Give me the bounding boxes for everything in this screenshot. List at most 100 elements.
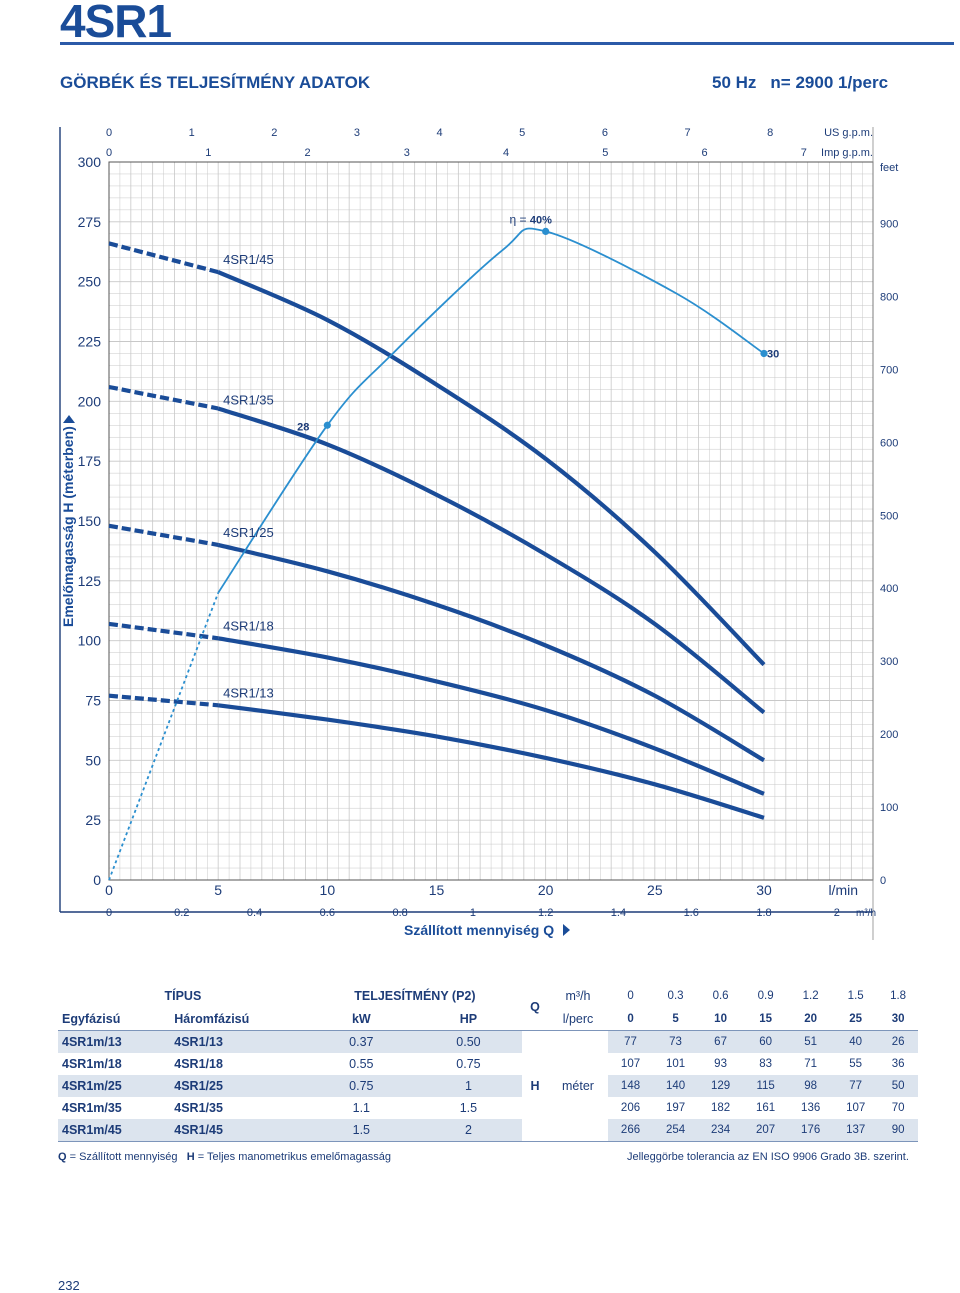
col-header-power: TELJESÍTMÉNY (P2) bbox=[354, 988, 476, 1003]
curve-label-4SR1/18: 4SR1/18 bbox=[223, 618, 274, 633]
head-value: 206 bbox=[620, 1102, 641, 1114]
power-kw: 0.75 bbox=[307, 1075, 415, 1097]
curve-dashed-4SR1/45 bbox=[108, 241, 219, 275]
h-label: H bbox=[522, 1030, 548, 1142]
head-value: 176 bbox=[788, 1119, 834, 1142]
head-value: 50 bbox=[878, 1075, 918, 1097]
us-gpm-tick-label: 1 bbox=[189, 127, 195, 139]
head-value: 148 bbox=[608, 1075, 654, 1097]
m3h-tick-label: 1.8 bbox=[756, 907, 771, 919]
head-value: 90 bbox=[878, 1119, 918, 1142]
q-lperc-6: 30 bbox=[878, 1007, 918, 1031]
imp-gpm-tick-label: 4 bbox=[503, 147, 509, 159]
legend-h-key: H bbox=[186, 1151, 195, 1163]
meter-unit: méter bbox=[548, 1030, 608, 1142]
q-m3h-3: 0.9 bbox=[757, 989, 774, 1002]
feet-tick-label: 300 bbox=[880, 656, 898, 668]
head-value: 107 bbox=[846, 1102, 866, 1114]
q-label: Q bbox=[530, 1000, 540, 1014]
feet-tick-label: 400 bbox=[880, 583, 898, 595]
efficiency-marker-label: 28 bbox=[297, 421, 309, 433]
head-value: 83 bbox=[759, 1058, 772, 1070]
y-tick-label: 300 bbox=[78, 154, 102, 170]
chart-labels: 4SR1/45 4SR1/35 4SR1/25 4SR1/18 4SR1/13 28 30 η… bbox=[223, 212, 779, 700]
y-tick-label: 25 bbox=[85, 812, 101, 828]
m3h-tick-label: 2 bbox=[834, 907, 840, 919]
pump-curve-chart: 0255075100125150175200225250275300010020… bbox=[59, 127, 898, 940]
q-lperc-0: 0 bbox=[608, 1007, 654, 1031]
head-value: 234 bbox=[698, 1119, 744, 1142]
head-value: 140 bbox=[653, 1075, 699, 1097]
imp-gpm-tick-label: 5 bbox=[602, 147, 608, 159]
us-gpm-tick-label: 5 bbox=[519, 127, 525, 139]
us-gpm-axis-label: US g.p.m. bbox=[824, 127, 873, 139]
curve-4SR1/13 bbox=[217, 703, 765, 820]
head-value: 136 bbox=[801, 1102, 821, 1114]
q-lperc-5: 25 bbox=[833, 1007, 879, 1031]
m3h-tick-label: 0 bbox=[106, 907, 112, 919]
col-header-single: Egyfázisú bbox=[58, 1007, 171, 1031]
feet-tick-label: 200 bbox=[880, 729, 898, 741]
head-value: 93 bbox=[714, 1058, 727, 1070]
feet-tick-label: 600 bbox=[880, 437, 898, 449]
curve-dashed-4SR1/13 bbox=[108, 693, 219, 708]
y-tick-label: 175 bbox=[78, 453, 102, 469]
feet-tick-label: 0 bbox=[880, 875, 886, 887]
power-hp: 1 bbox=[414, 1075, 522, 1097]
curve-4SR1/25 bbox=[217, 542, 766, 763]
y-tick-label: 125 bbox=[78, 573, 102, 589]
q-lperc-4: 20 bbox=[788, 1007, 834, 1031]
curve-dashed-4SR1/25 bbox=[108, 523, 219, 547]
x-unit-label: l/min bbox=[828, 882, 858, 898]
efficiency-marker bbox=[760, 349, 768, 358]
curve-label-4SR1/13: 4SR1/13 bbox=[223, 685, 274, 700]
m3h-tick-label: 0.6 bbox=[320, 907, 335, 919]
col-header-three: Háromfázisú bbox=[170, 1007, 308, 1031]
y-tick-label: 75 bbox=[85, 693, 101, 709]
legend-h-text: = Teljes manometrikus emelőmagasság bbox=[194, 1151, 392, 1163]
power-hp: 0.50 bbox=[414, 1030, 522, 1053]
us-gpm-tick-label: 2 bbox=[271, 127, 277, 139]
lperc-unit: l/perc bbox=[548, 1007, 608, 1031]
col-header-hp: HP bbox=[414, 1007, 522, 1031]
imp-gpm-tick-label: 2 bbox=[304, 147, 310, 159]
title-rule bbox=[60, 42, 954, 45]
q-lperc-1: 5 bbox=[653, 1007, 699, 1031]
m3h-tick-label: 1.4 bbox=[611, 907, 626, 919]
head-value: 51 bbox=[788, 1030, 834, 1053]
three-phase-model: 4SR1/35 bbox=[174, 1101, 223, 1115]
table-row: 4SR1m/35 4SR1/35 1.1 1.5 206 197 182 161 136 107 7… bbox=[58, 1097, 918, 1119]
curve-dashed-4SR1/35 bbox=[108, 384, 219, 411]
head-value: 207 bbox=[743, 1119, 789, 1142]
us-gpm-tick-label: 7 bbox=[684, 127, 690, 139]
table-row: 4SR1m/18 4SR1/18 0.55 0.75 107 101 93 83 71 55 36 bbox=[58, 1053, 918, 1075]
head-value: 36 bbox=[891, 1058, 905, 1070]
head-value: 129 bbox=[698, 1075, 744, 1097]
y-tick-label: 275 bbox=[78, 214, 102, 230]
y-axis-title: Emelőmagasság H (méterben) bbox=[60, 426, 76, 627]
q-m3h-2: 0.6 bbox=[712, 989, 729, 1002]
x-tick-label: 30 bbox=[756, 882, 772, 898]
curve-4SR1/35 bbox=[217, 406, 766, 715]
imp-gpm-tick-label: 0 bbox=[106, 147, 112, 159]
m3h-tick-label: 0.4 bbox=[247, 907, 262, 919]
power-hp: 2 bbox=[414, 1119, 522, 1142]
q-m3h-0: 0 bbox=[627, 989, 634, 1002]
page-title: 4SR1 bbox=[60, 0, 172, 47]
x-tick-label: 5 bbox=[214, 882, 222, 898]
us-gpm-tick-label: 6 bbox=[602, 127, 608, 139]
head-value: 60 bbox=[743, 1030, 789, 1053]
single-phase-model: 4SR1m/13 bbox=[58, 1030, 171, 1053]
head-value: 67 bbox=[698, 1030, 744, 1053]
head-value: 40 bbox=[833, 1030, 879, 1053]
head-value: 71 bbox=[804, 1058, 818, 1070]
curve-label-4SR1/25: 4SR1/25 bbox=[223, 525, 274, 540]
y-tick-label: 0 bbox=[93, 872, 101, 888]
q-m3h-5: 1.5 bbox=[847, 989, 864, 1002]
q-m3h-1: 0.3 bbox=[667, 989, 684, 1002]
table-header-row-2: Egyfázisú Háromfázisú kW HP l/perc 0 5 1… bbox=[58, 1007, 918, 1031]
efficiency-curve bbox=[217, 227, 765, 594]
single-phase-model: 4SR1m/18 bbox=[62, 1057, 122, 1071]
q-m3h-6: 1.8 bbox=[890, 989, 907, 1002]
